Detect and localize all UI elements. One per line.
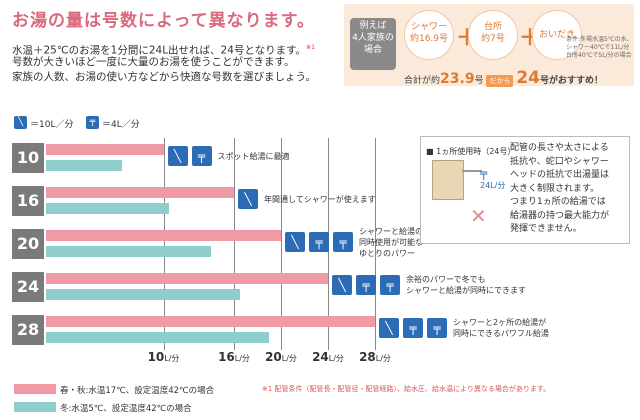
legend-teal-swatch [14, 402, 56, 412]
row-label: 20号 [12, 229, 44, 282]
example-condition: 条件:冬場水温5℃の水、 シャワー40℃で11L/分 台所40℃で5L/分の場合 [566, 36, 633, 59]
bath-circle: おいだき [532, 10, 582, 60]
tick-label: 24L/分 [312, 350, 344, 364]
legend-shower-label: ＝10L／分 [30, 120, 74, 130]
footnote: ※1 配管条件（配管長・配管径・配管経路）、給水圧、給水温により異なる場合があり… [262, 385, 551, 393]
shower-icon: ╲ [14, 116, 27, 129]
faucet-icon: ╤ [86, 116, 99, 129]
row-note: スポット給湯に最適 [217, 151, 290, 161]
bar-winter [46, 246, 211, 257]
kitchen-circle: 台所 約7号 [468, 10, 518, 60]
bar-spring-autumn [46, 144, 164, 155]
row-label: 10号 [12, 143, 44, 196]
row-note: 年間通してシャワーが使えます [264, 194, 376, 204]
bar-winter [46, 203, 170, 214]
tick-label: 10L/分 [147, 350, 180, 364]
shower-icon: ╲ [285, 232, 305, 252]
faucet-icon: ╤ [309, 232, 329, 252]
row-note: シャワーと2ヶ所の給湯が 同時にできるパワフル給湯 [453, 318, 549, 338]
side-box-flow: 24L/分 [480, 181, 506, 190]
faucet-icon: ╤ [333, 232, 353, 252]
grid-line-10 [163, 138, 165, 350]
tick-label: 20L/分 [265, 350, 297, 364]
bar-spring-autumn [46, 316, 375, 327]
arrow-label: だから [486, 75, 514, 87]
legend-faucet-label: ＝4L／分 [102, 120, 140, 130]
legend-teal-label: 冬:水温5℃、設定温度42℃の場合 [60, 404, 192, 414]
faucet-icon: ╤ [403, 318, 423, 338]
row-note: 余裕のパワーで冬でも シャワーと給湯が同時にできます [406, 275, 526, 295]
intro-line-3: 家族の人数、お湯の使い方などから快適な号数を選びましょう。 [12, 71, 316, 83]
row-note: シャワーと給湯の 同時使用が可能な ゆとりのパワー [359, 226, 423, 258]
faucet-icon: ╤ [427, 318, 447, 338]
shower-icon: ╲ [379, 318, 399, 338]
tick-label: 28L/分 [359, 350, 391, 364]
bar-spring-autumn [46, 273, 328, 284]
side-box-text: 配管の長さや太さによる 抵抗や、蛇口やシャワー ヘッドの抵抗で出湯量は 大きく制… [510, 143, 610, 234]
page-title: お湯の量は号数によって異なります。 [12, 11, 315, 31]
faucet-icon: ╤ [380, 275, 400, 295]
bar-winter [46, 332, 270, 343]
legend-pink-label: 春・秋:水温17℃、設定温度42℃の場合 [60, 386, 215, 396]
intro-line-1: 水温＋25℃のお湯を1分間に24L出せれば、24号となります。※1 [12, 44, 315, 57]
footnote-ref: ※1 [306, 44, 315, 51]
bar-winter [46, 160, 123, 171]
pipe-line [462, 170, 482, 172]
shower-icon: ╲ [332, 275, 352, 295]
example-label: 例えば 4人家族の 場合 [350, 18, 396, 70]
grid-line-20 [281, 138, 282, 350]
row-label: 28号 [12, 315, 44, 368]
bar-winter [46, 289, 240, 300]
faucet-icon: ╤ [480, 166, 488, 180]
water-heater-image [432, 160, 464, 200]
shower-icon: ╲ [238, 189, 258, 209]
bar-spring-autumn [46, 187, 234, 198]
bar-spring-autumn [46, 230, 281, 241]
grid-line-16 [234, 138, 235, 350]
shower-icon: ╲ [167, 146, 188, 166]
row-label: 24号 [12, 272, 44, 325]
example-total: 合計が約23.9号 だから 24号がおすすめ！ [404, 68, 604, 88]
side-box-header: ■ 1ヵ所使用時（24号） [426, 147, 516, 156]
legend-pink-swatch [14, 384, 56, 394]
tick-label: 16L/分 [218, 350, 250, 364]
faucet-icon: ╤ [191, 146, 212, 166]
grid-line-28 [375, 138, 376, 350]
row-label: 16号 [12, 186, 44, 239]
shower-circle: シャワー 約16.9号 [404, 10, 454, 60]
cross-icon: ✕ [470, 204, 487, 228]
faucet-icon: ╤ [356, 275, 376, 295]
intro-line-2: 号数が大きいほど一度に大量のお湯を使うことができます。 [12, 56, 295, 68]
